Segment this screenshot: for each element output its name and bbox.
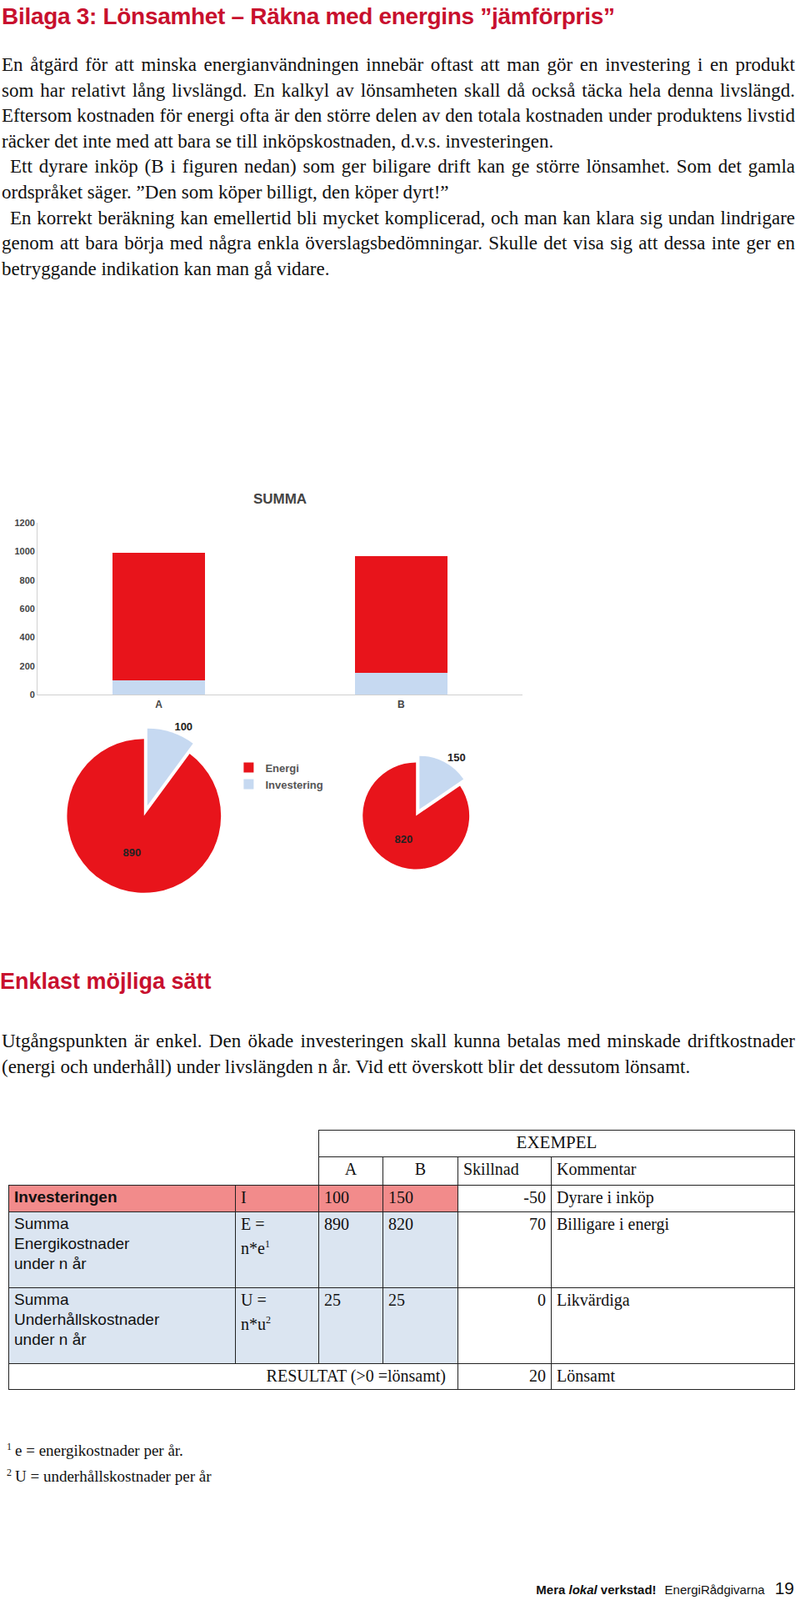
svg-text:820: 820 xyxy=(394,832,413,845)
html-text:Likvärdiga: Likvärdiga xyxy=(556,1289,630,1308)
html-text:En åtgärd för att minska energ: En åtgärd för att minska energianvändnin… xyxy=(1,54,795,152)
svg-text:600: 600 xyxy=(20,603,35,614)
html-text:I: I xyxy=(240,1187,247,1206)
html-text:890: 890 xyxy=(324,1213,350,1233)
html-text:n*e1: n*e1 xyxy=(240,1237,270,1256)
svg-text:Investering: Investering xyxy=(265,778,323,791)
html-text:Energikostnader: Energikostnader xyxy=(14,1233,130,1252)
html-text:Mera lokal verkstad!: Mera lokal verkstad! xyxy=(536,1581,657,1596)
svg-text:1000: 1000 xyxy=(14,545,35,556)
html-text:EnergiRådgivarna: EnergiRådgivarna xyxy=(664,1581,765,1596)
html-text:Kommentar: Kommentar xyxy=(556,1159,637,1178)
html-text:Investeringen: Investeringen xyxy=(14,1187,118,1205)
html-text:n*u2: n*u2 xyxy=(240,1312,271,1332)
svg-text:SUMMA: SUMMA xyxy=(253,490,307,507)
svg-text:0: 0 xyxy=(30,689,35,700)
html-text:100: 100 xyxy=(324,1187,350,1206)
html-text:70: 70 xyxy=(529,1213,546,1233)
html-text:B: B xyxy=(414,1159,426,1178)
html-text:1 e = energikostnader per år.: 1 e = energikostnader per år. xyxy=(6,1440,184,1459)
svg-text:B: B xyxy=(397,698,405,710)
html-text:820: 820 xyxy=(388,1213,414,1233)
html-text:Underhållskostnader: Underhållskostnader xyxy=(14,1309,160,1328)
html-text:RESULTAT (>0 =lönsamt): RESULTAT (>0 =lönsamt) xyxy=(266,1365,446,1384)
html-text:under n år: under n år xyxy=(14,1329,87,1348)
html-text:under n år: under n år xyxy=(14,1253,87,1272)
html-text:En korrekt beräkning kan emell: En korrekt beräkning kan emellertid bli … xyxy=(1,207,795,279)
html-text:EXEMPEL: EXEMPEL xyxy=(516,1131,597,1152)
html-text:Billigare i energi: Billigare i energi xyxy=(556,1213,670,1233)
html-text:Lönsamt: Lönsamt xyxy=(556,1365,615,1384)
html-text:25: 25 xyxy=(388,1289,405,1308)
svg-text:Energi: Energi xyxy=(265,761,299,775)
html-text:-50: -50 xyxy=(523,1187,546,1206)
html-text:Utgångspunkten är enkel. Den ö: Utgångspunkten är enkel. Den ökade inves… xyxy=(1,1030,795,1077)
html-text:E =: E = xyxy=(240,1213,265,1233)
html-text:150: 150 xyxy=(388,1187,414,1206)
svg-text:100: 100 xyxy=(174,720,193,733)
html-text:A: A xyxy=(344,1159,357,1178)
html-text:Dyrare i inköp: Dyrare i inköp xyxy=(556,1187,654,1206)
svg-text:A: A xyxy=(155,698,163,710)
svg-text:150: 150 xyxy=(447,750,466,764)
html-text:2 U = underhållskostnader per: 2 U = underhållskostnader per år xyxy=(6,1466,212,1485)
svg-text:800: 800 xyxy=(20,575,35,585)
html-text:Summa: Summa xyxy=(14,1289,69,1308)
svg-text:1200: 1200 xyxy=(14,517,35,528)
html-text:Skillnad: Skillnad xyxy=(463,1159,519,1178)
svg-text:400: 400 xyxy=(20,631,35,642)
html-text:Enklast möjliga sätt: Enklast möjliga sätt xyxy=(0,968,212,994)
html-text:20: 20 xyxy=(529,1365,546,1384)
html-text:25: 25 xyxy=(324,1289,341,1308)
svg-text:890: 890 xyxy=(123,845,142,859)
html-text:19: 19 xyxy=(774,1577,795,1597)
html-text:Summa: Summa xyxy=(14,1213,69,1232)
html-text:0: 0 xyxy=(537,1289,546,1308)
html-text:Bilaga 3: Lönsamhet – Räkna me: Bilaga 3: Lönsamhet – Räkna med energins… xyxy=(1,3,615,30)
html-text:Ett dyrare inköp (B i figuren: Ett dyrare inköp (B i figuren nedan) som… xyxy=(1,156,795,203)
svg-text:200: 200 xyxy=(20,660,35,671)
html-text:U =: U = xyxy=(240,1289,267,1308)
